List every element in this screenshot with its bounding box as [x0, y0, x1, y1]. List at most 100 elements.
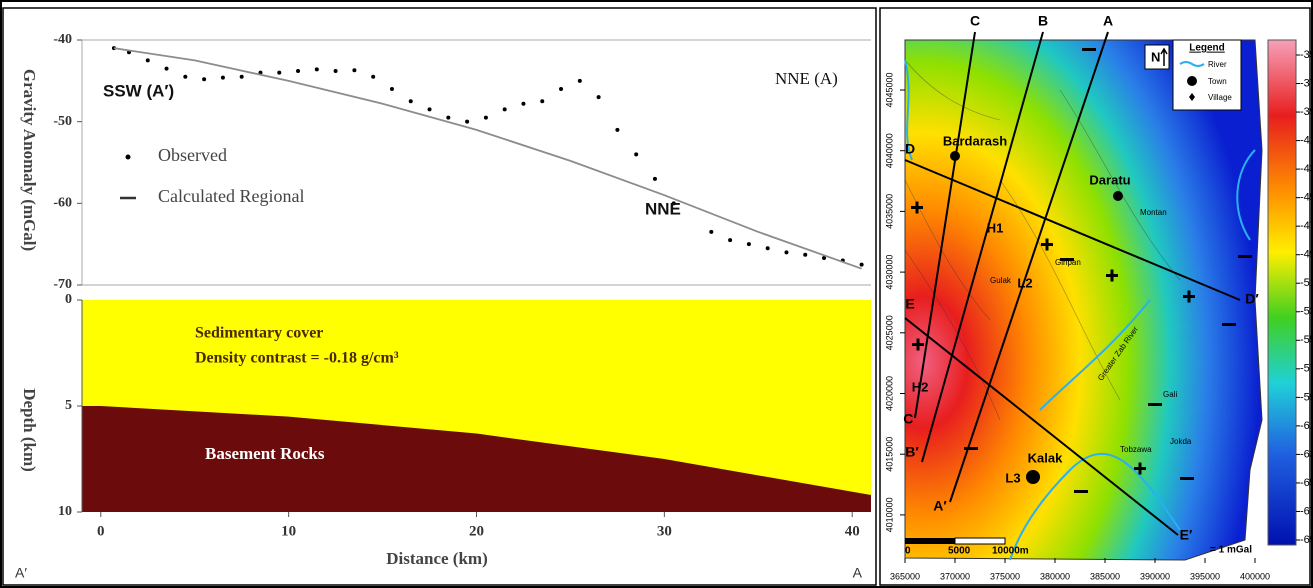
plus-sign	[916, 202, 919, 214]
anomaly-label: L3	[1005, 470, 1020, 485]
observed-point	[597, 95, 601, 99]
corner-label: A′	[15, 565, 27, 581]
village-label: Giripan	[1055, 258, 1081, 267]
colorbar-tick-label: -45	[1300, 192, 1313, 204]
village-label: Gali	[1163, 390, 1177, 399]
anomaly-label: H1	[987, 220, 1004, 235]
observed-point	[709, 230, 713, 234]
x-tick-label: 30	[657, 523, 672, 539]
observed-point	[352, 68, 356, 72]
profile-label: D	[905, 141, 915, 157]
contour-note: = 1 mGal	[1210, 545, 1252, 556]
minus-sign	[1238, 255, 1252, 258]
observed-point	[240, 75, 244, 79]
observed-point	[428, 107, 432, 111]
observed-point	[747, 242, 751, 246]
observed-point	[202, 77, 206, 81]
annotation: SSW (A′)	[103, 81, 174, 100]
map-x-tick-label: 380000	[1040, 571, 1070, 581]
anomaly-label: H2	[912, 379, 929, 394]
annotation: NNE (A)	[775, 69, 838, 88]
colorbar-tick-label: -47	[1300, 220, 1313, 232]
village-label: Tobzawa	[1120, 445, 1152, 454]
plus-sign	[1046, 239, 1049, 251]
colorbar-tick-label: -53	[1300, 306, 1313, 318]
map-x-tick-label: 395000	[1190, 571, 1220, 581]
observed-point	[540, 99, 544, 103]
minus-sign	[1222, 323, 1236, 326]
annotation: Density contrast = -0.18 g/cm³	[195, 350, 399, 367]
map-x-tick-label: 390000	[1140, 571, 1170, 581]
colorbar-tick-label: -39	[1300, 106, 1313, 118]
annotation: NNE	[645, 199, 681, 218]
map-x-tick-label: 375000	[990, 571, 1020, 581]
map-x-tick-label: 385000	[1090, 571, 1120, 581]
observed-point	[390, 87, 394, 91]
observed-point	[521, 102, 525, 106]
observed-point	[615, 128, 619, 132]
anomaly-label: L2	[1017, 275, 1032, 290]
legend-label: Calculated Regional	[158, 186, 304, 206]
minus-sign	[1074, 490, 1088, 493]
profile-label: A	[1103, 13, 1113, 29]
scale-bar	[905, 538, 955, 544]
scale-label: 5000	[948, 546, 971, 557]
observed-point	[559, 87, 563, 91]
legend-label: Observed	[158, 145, 227, 165]
village-label: Montan	[1140, 208, 1167, 217]
x-axis-label: Distance (km)	[386, 549, 488, 568]
minus-sign	[1148, 403, 1162, 406]
observed-point	[503, 107, 507, 111]
observed-point	[728, 238, 732, 242]
x-tick-label: 0	[97, 523, 105, 539]
y-tick-label: -50	[53, 114, 72, 129]
annotation: Sedimentary cover	[195, 325, 323, 342]
colorbar-tick-label: -67	[1300, 505, 1313, 517]
colorbar-tick-label: -41	[1300, 134, 1313, 146]
plus-sign	[1111, 270, 1114, 282]
minus-sign	[964, 447, 978, 450]
colorbar	[1268, 40, 1296, 545]
plus-sign	[1139, 463, 1142, 475]
colorbar-tick-label: -63	[1300, 448, 1313, 460]
observed-point	[334, 69, 338, 73]
map-y-tick-label: 4040000	[884, 133, 894, 168]
plus-sign	[1188, 291, 1191, 303]
observed-point	[653, 177, 657, 181]
colorbar-tick-label: -55	[1300, 334, 1313, 346]
colorbar-tick-label: -69	[1300, 534, 1313, 546]
figure: -40-50-60-70Gravity Anomaly (mGal)Observ…	[0, 0, 1313, 588]
map-y-tick-label: 4010000	[884, 497, 894, 532]
minus-sign	[1082, 48, 1096, 51]
y-tick-label: 0	[65, 292, 72, 307]
y-tick-label: -40	[53, 32, 72, 47]
profile-label: B′	[905, 444, 919, 460]
map-y-tick-label: 4025000	[884, 315, 894, 350]
observed-point	[146, 58, 150, 62]
north-label: N	[1151, 49, 1160, 64]
observed-point	[465, 120, 469, 124]
area-label: Basement Rocks	[205, 444, 325, 463]
y-axis-label: Depth (km)	[20, 388, 39, 472]
profile-label: C	[970, 13, 980, 29]
village-label: Jokda	[1170, 437, 1192, 446]
observed-point	[165, 67, 169, 71]
observed-point	[277, 71, 281, 75]
profile-label: A′	[933, 498, 947, 514]
scale-bar	[955, 538, 1005, 544]
observed-point	[221, 76, 225, 80]
colorbar-tick-label: -35	[1300, 49, 1313, 61]
observed-point	[409, 99, 413, 103]
colorbar-tick-label: -49	[1300, 249, 1313, 261]
town-marker	[950, 151, 960, 161]
x-tick-label: 40	[845, 523, 860, 539]
legend-title: Legend	[1189, 43, 1225, 54]
map-y-tick-label: 4045000	[884, 72, 894, 107]
anomaly-map	[905, 40, 1262, 560]
y-tick-label: -70	[53, 277, 72, 292]
observed-point	[784, 250, 788, 254]
observed-point	[371, 75, 375, 79]
scale-label: 10000m	[992, 546, 1029, 557]
observed-point	[315, 67, 319, 71]
colorbar-tick-label: -37	[1300, 77, 1313, 89]
